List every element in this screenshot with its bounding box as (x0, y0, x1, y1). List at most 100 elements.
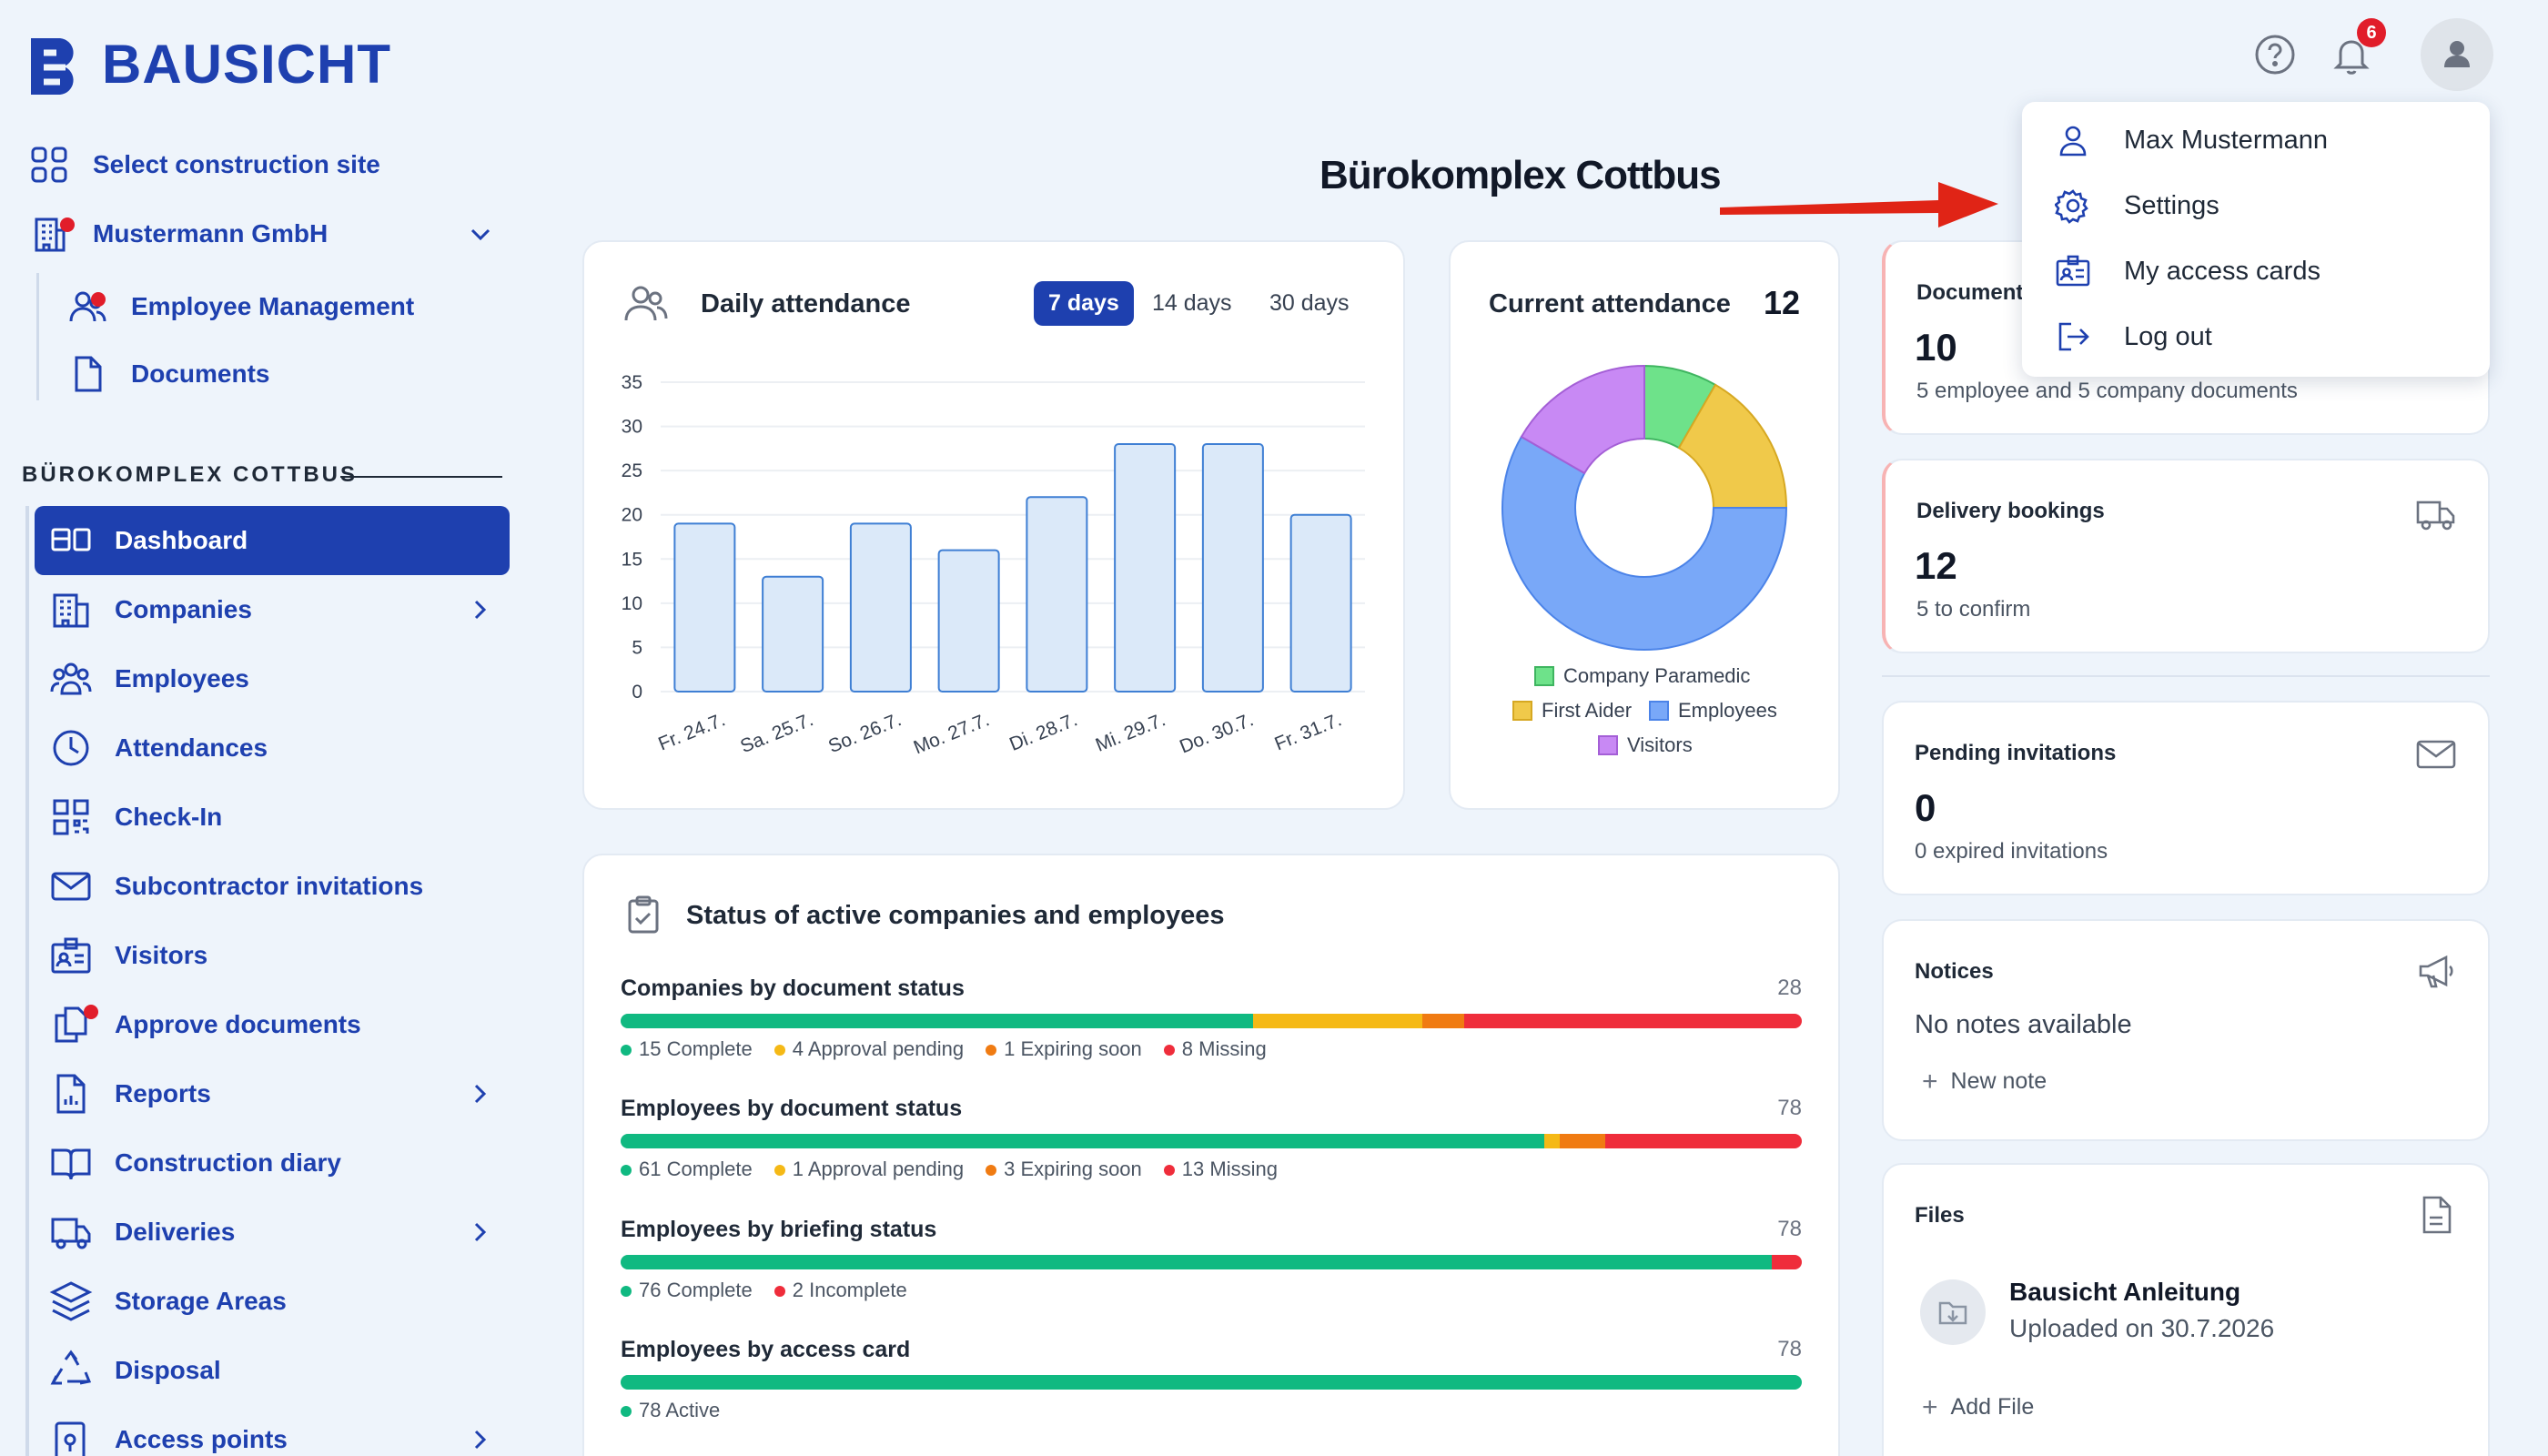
new-note-button[interactable]: + New note (1922, 1067, 2047, 1095)
logout-icon (2058, 322, 2089, 351)
status-row-total: 78 (1777, 1096, 1802, 1120)
sidebar-item-dashboard[interactable]: Dashboard (49, 511, 248, 571)
status-progress-bar (621, 1375, 1802, 1390)
sidebar-item-construction-diary[interactable]: Construction diary (49, 1133, 341, 1193)
donut-slice[interactable] (1502, 435, 1788, 651)
bar[interactable] (1289, 513, 1352, 693)
sidebar-item-storage-areas[interactable]: Storage Areas (49, 1271, 287, 1331)
bar[interactable] (673, 522, 736, 693)
chevron-right-icon[interactable] (464, 593, 497, 626)
annotation-site-name: Bürokomplex Cottbus (1320, 153, 1722, 197)
company-selector[interactable]: Mustermann GmbH (27, 204, 328, 264)
status-dot-icon (621, 1286, 632, 1298)
notices-empty: No notes available (1915, 1010, 2132, 1039)
sidebar-item-documents[interactable]: Documents (66, 344, 269, 404)
range-30-days[interactable]: 30 days (1269, 290, 1350, 316)
menu-item-profile[interactable]: Max Mustermann (2055, 122, 2328, 158)
bar[interactable] (937, 549, 1000, 693)
bausicht-logo-icon (31, 38, 74, 95)
status-legend: 76 Complete 2 Incomplete (621, 1279, 907, 1302)
status-legend-label: 1 Expiring soon (1004, 1037, 1142, 1060)
y-tick-label: 25 (622, 460, 642, 481)
status-legend-item: 78 Active (621, 1399, 720, 1422)
status-legend-item: 3 Expiring soon (986, 1158, 1142, 1181)
help-icon[interactable] (2253, 33, 2297, 76)
status-dot-icon (621, 1045, 632, 1057)
status-legend-item: 1 Expiring soon (986, 1037, 1142, 1061)
sidebar-item-attendances[interactable]: Attendances (49, 718, 268, 778)
sidebar-item-label: Visitors (115, 941, 208, 969)
document-icon (66, 352, 109, 396)
file-name[interactable]: Bausicht Anleitung (2009, 1278, 2241, 1306)
notifications-button[interactable]: 6 (2330, 18, 2386, 76)
grid-icon (27, 143, 71, 187)
status-legend-item: 15 Complete (621, 1037, 753, 1061)
building-icon (27, 212, 75, 256)
status-legend-label: 4 Approval pending (792, 1037, 965, 1060)
file-meta: Uploaded on 30.7.2026 (2009, 1314, 2275, 1342)
file-thumbnail[interactable] (1920, 1279, 1986, 1345)
delivery-bookings-value: 12 (1915, 544, 1957, 587)
sidebar-item-reports[interactable]: Reports (49, 1064, 211, 1124)
sidebar-item-approve-documents[interactable]: Approve documents (49, 995, 361, 1055)
sidebar-item-visitors[interactable]: Visitors (49, 925, 207, 986)
status-legend-label: 15 Complete (639, 1037, 753, 1060)
chevron-right-icon[interactable] (464, 1077, 497, 1110)
pending-invitations-card[interactable] (1882, 701, 2490, 895)
documents-label: Document (1916, 280, 2024, 305)
daily-attendance-card (582, 240, 1405, 810)
files-label: Files (1915, 1203, 1965, 1228)
bar[interactable] (1026, 496, 1088, 693)
chevron-right-icon[interactable] (464, 1423, 497, 1456)
status-legend-item: 76 Complete (621, 1279, 753, 1302)
envelope-icon (2416, 740, 2456, 769)
sidebar-item-label: Attendances (115, 733, 268, 762)
sidebar-item-access-points[interactable]: Access points (49, 1410, 288, 1456)
donut-slice[interactable] (1677, 383, 1788, 509)
status-row-total: 78 (1777, 1217, 1802, 1241)
sidebar-item-employees[interactable]: Employees (49, 649, 249, 709)
range-14-days[interactable]: 14 days (1152, 290, 1232, 316)
building-icon (49, 588, 93, 632)
range-7-days[interactable]: 7 days (1034, 281, 1134, 326)
x-tick-label: Fr. 31.7. (1271, 709, 1344, 754)
progress-segment (621, 1255, 1772, 1269)
status-legend-item: 8 Missing (1163, 1037, 1267, 1061)
notices-label: Notices (1915, 959, 1994, 984)
chevron-right-icon[interactable] (464, 1216, 497, 1249)
sidebar-item-disposal[interactable]: Disposal (49, 1340, 221, 1400)
sidebar-item-check-in[interactable]: Check-In (49, 787, 222, 847)
menu-item-logout[interactable]: Log out (2055, 318, 2212, 355)
status-legend-item: 13 Missing (1163, 1158, 1278, 1181)
progress-segment (1253, 1014, 1422, 1028)
users-icon (66, 285, 109, 329)
sidebar-item-companies[interactable]: Companies (49, 580, 252, 640)
sidebar-item-subcontractor-invitations[interactable]: Subcontractor invitations (49, 856, 423, 916)
status-legend-item: 2 Incomplete (774, 1279, 907, 1302)
bar[interactable] (762, 575, 824, 693)
add-file-button[interactable]: + Add File (1922, 1393, 2034, 1421)
avatar[interactable] (2421, 18, 2493, 91)
status-row-label: Employees by document status (621, 1096, 963, 1121)
bar[interactable] (1201, 443, 1264, 693)
select-site-link[interactable]: Select construction site (27, 135, 380, 195)
sidebar-item-label: Approve documents (115, 1010, 361, 1038)
donut-slice[interactable] (1520, 364, 1645, 475)
bar[interactable] (1114, 443, 1177, 693)
menu-item-access-cards[interactable]: My access cards (2055, 253, 2320, 289)
clock-icon (49, 726, 93, 770)
sidebar-item-employee-management[interactable]: Employee Management (66, 277, 414, 337)
status-legend-item: 61 Complete (621, 1158, 753, 1181)
status-legend-label: 1 Approval pending (792, 1158, 965, 1180)
sidebar-item-deliveries[interactable]: Deliveries (49, 1202, 235, 1262)
chevron-down-icon[interactable] (464, 218, 497, 251)
status-legend-item: 4 Approval pending (774, 1037, 964, 1061)
menu-item-settings[interactable]: Settings (2055, 187, 2219, 224)
app-logo[interactable] (27, 35, 86, 95)
delivery-bookings-card[interactable] (1882, 459, 2490, 653)
status-row-total: 78 (1777, 1337, 1802, 1361)
bar[interactable] (849, 522, 912, 693)
y-tick-label: 35 (622, 372, 642, 393)
report-icon (49, 1072, 93, 1116)
y-tick-label: 15 (622, 549, 642, 570)
